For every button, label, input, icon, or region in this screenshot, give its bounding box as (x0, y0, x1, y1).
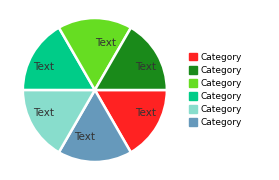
Text: Text: Text (135, 62, 157, 72)
Text: Text: Text (95, 38, 116, 48)
Text: Text: Text (74, 132, 95, 142)
Wedge shape (23, 28, 95, 90)
Text: Text: Text (135, 108, 157, 118)
Wedge shape (59, 18, 131, 90)
Legend: Category, Category, Category, Category, Category, Category: Category, Category, Category, Category, … (189, 53, 242, 127)
Wedge shape (95, 90, 167, 152)
Text: Text: Text (33, 62, 54, 72)
Wedge shape (23, 90, 95, 152)
Wedge shape (59, 90, 131, 162)
Text: Text: Text (33, 108, 54, 118)
Wedge shape (95, 28, 167, 90)
